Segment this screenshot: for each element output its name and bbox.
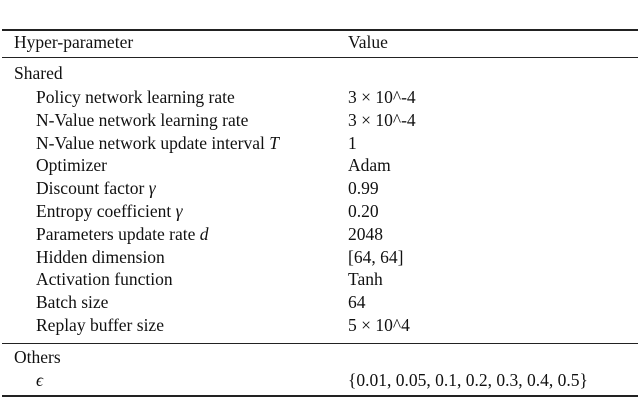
top-rule [2,29,638,31]
param-name: N-Value network learning rate [36,109,249,130]
param-value: 64 [348,292,366,313]
param-name: Replay buffer size [36,315,164,335]
section-title: Others [14,347,61,367]
param-name: Entropy coefficient γ [36,201,183,221]
table-row: Hidden dimension [64, 64] [0,246,640,268]
param-name: Parameters update rate d [36,223,209,244]
header-param: Hyper-parameter [14,32,134,52]
header-value: Value [348,32,388,52]
param-value: Tanh [348,269,383,290]
table-row: Parameters update rate d 2048 [0,223,640,245]
param-name: N-Value network update interval T [36,132,279,153]
table-row: Discount factor γ 0.99 [0,177,640,199]
section-rule [2,343,638,344]
table-row: Entropy coefficient γ 0.20 [0,200,640,222]
table-row: Batch size 64 [0,291,640,313]
table-row: Activation function Tanh [0,268,640,290]
section-others: Others [0,346,640,368]
table-row: N-Value network learning rate 3 × 10^-4 [0,109,640,131]
param-name: Batch size [36,292,109,313]
param-name: Activation function [36,269,173,290]
param-name: ϵ [36,370,44,390]
param-value: 3 × 10^-4 [348,87,416,107]
param-value: 5 × 10^4 [348,315,410,335]
param-name: Optimizer [36,155,107,176]
table-row: ϵ {0.01, 0.05, 0.1, 0.2, 0.3, 0.4, 0.5} [0,369,640,391]
table-row: Policy network learning rate 3 × 10^-4 [0,86,640,108]
section-shared: Shared [0,62,640,84]
param-value: 0.99 [348,178,379,199]
param-value: 2048 [348,223,383,244]
header-row: Hyper-parameter Value [0,31,640,53]
param-value: Adam [348,155,391,176]
param-value: 3 × 10^-4 [348,109,416,130]
table-row: Optimizer Adam [0,154,640,176]
param-name: Hidden dimension [36,246,165,267]
table-row: N-Value network update interval T 1 [0,132,640,154]
header-rule [2,57,638,58]
param-name: Policy network learning rate [36,87,235,107]
section-title: Shared [14,63,63,83]
param-name: Discount factor γ [36,178,156,199]
bottom-rule [2,395,638,397]
param-value: 0.20 [348,201,379,221]
param-value: {0.01, 0.05, 0.1, 0.2, 0.3, 0.4, 0.5} [348,370,588,390]
param-value: 1 [348,132,357,153]
table-row: Replay buffer size 5 × 10^4 [0,314,640,336]
param-value: [64, 64] [348,246,404,267]
